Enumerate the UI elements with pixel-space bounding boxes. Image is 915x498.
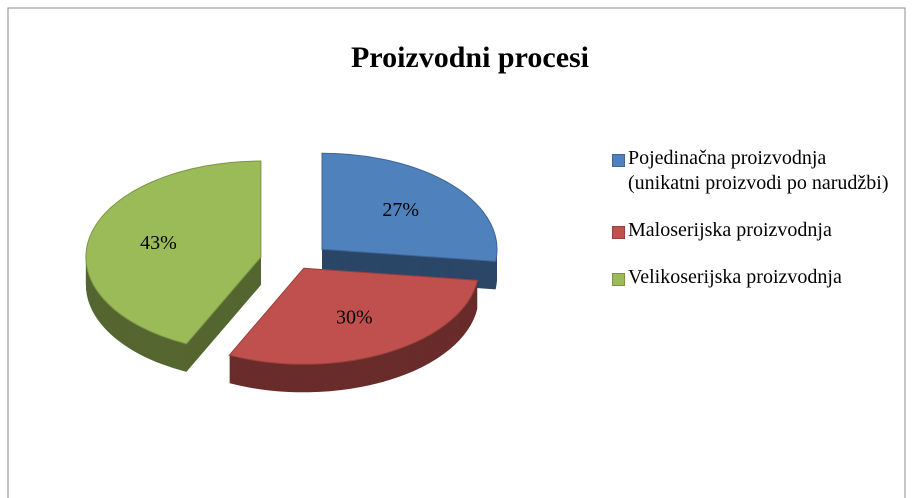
legend-item: Pojedinačna proizvodnja (unikatni proizv… — [612, 146, 894, 196]
legend-label: Maloserijska proizvodnja — [628, 219, 832, 241]
slice — [85, 160, 262, 345]
data-label: 30% — [336, 306, 373, 328]
legend-item: Maloserijska proizvodnja — [612, 218, 894, 243]
slice — [321, 152, 498, 262]
legend-swatch — [612, 226, 625, 239]
legend-label: Velikoserijska proizvodnja — [628, 266, 842, 288]
legend-label: Pojedinačna proizvodnja (unikatni proizv… — [628, 147, 889, 194]
data-label: 43% — [140, 232, 177, 254]
legend: Pojedinačna proizvodnja (unikatni proizv… — [612, 146, 894, 312]
data-label: 27% — [382, 199, 419, 221]
legend-item: Velikoserijska proizvodnja — [612, 265, 894, 290]
chart-title: Proizvodni procesi — [351, 41, 589, 74]
legend-swatch — [612, 154, 625, 167]
slice — [228, 267, 479, 365]
legend-swatch — [612, 273, 625, 286]
